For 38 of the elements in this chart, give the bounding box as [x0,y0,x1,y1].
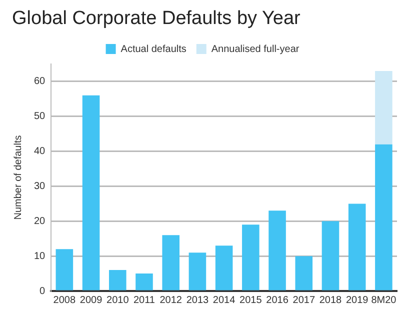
x-tick-label: 2016 [266,294,289,306]
x-tick-label: 2008 [53,294,76,306]
bar [56,249,74,290]
x-tick-label: 8M20 [371,294,397,306]
bar [136,274,153,290]
x-tick-label: 2019 [346,294,369,306]
bar [295,256,313,290]
y-tick-label: 30 [34,180,46,192]
x-tick-label: 2012 [160,294,182,306]
bar [108,270,126,290]
x-tick-label: 2013 [186,294,210,306]
bar [322,221,340,290]
bar [268,210,286,290]
legend-label: Annualised full-year [211,44,300,55]
x-tick-label: 2011 [133,294,156,306]
bar [242,224,260,290]
y-tick-label: 60 [34,76,46,88]
y-tick-label: 50 [34,111,46,122]
bar [375,144,392,290]
bar [188,252,206,290]
y-tick-label: 10 [34,250,46,262]
x-tick-label: 2018 [319,294,342,306]
x-tick-label: 2009 [80,294,103,306]
y-tick-label: 40 [34,146,46,158]
legend-label: Actual defaults [120,44,186,55]
chart-title: Global Corporate Defaults by Year [12,8,302,30]
bar [162,235,180,290]
bar [215,246,233,290]
y-tick-label: 20 [34,216,46,227]
bar [348,204,366,290]
bar [82,95,100,290]
x-tick-label: 2014 [212,294,236,306]
x-tick-label: 2017 [292,294,316,306]
y-axis-title: Number of defaults [12,135,24,220]
bar [375,70,392,144]
x-tick-label: 2015 [240,294,262,306]
y-tick-label: 0 [40,286,46,297]
x-tick-label: 2010 [106,294,130,306]
